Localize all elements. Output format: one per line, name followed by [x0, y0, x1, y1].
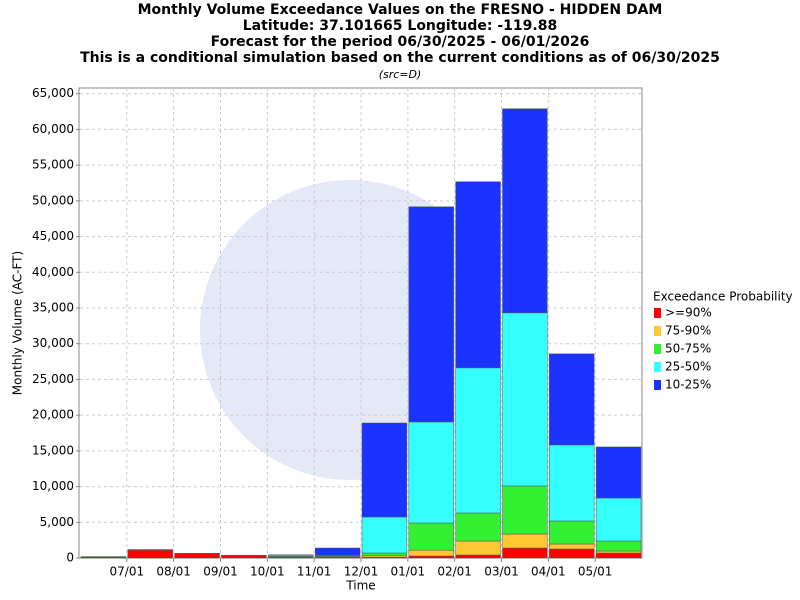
- bar-segment: [408, 206, 454, 423]
- bar-segment: [502, 312, 548, 487]
- y-tick-label: 0: [66, 551, 74, 565]
- legend-swatch: [654, 344, 661, 354]
- y-tick-label: 55,000: [32, 158, 74, 172]
- bar-segment: [455, 512, 501, 542]
- y-tick-label: 25,000: [32, 372, 74, 386]
- chart-title: Forecast for the period 06/30/2025 - 06/…: [211, 34, 590, 50]
- bar-segment: [595, 540, 642, 552]
- bar-segment: [549, 520, 595, 545]
- chart-title: Monthly Volume Exceedance Values on the …: [138, 2, 663, 18]
- x-tick-label: 05/01: [578, 565, 613, 579]
- y-tick-label: 40,000: [32, 265, 74, 279]
- bar-segment: [502, 108, 548, 314]
- bar-segment: [174, 553, 220, 559]
- bar-segment: [549, 353, 595, 446]
- legend-label: >=90%: [665, 306, 712, 320]
- x-tick-label: 02/01: [437, 565, 472, 579]
- y-tick-label: 60,000: [32, 122, 74, 136]
- bar-segment: [314, 547, 361, 556]
- x-tick-label: 07/01: [110, 565, 145, 579]
- y-axis-label: Monthly Volume (AC-FT): [11, 251, 25, 395]
- bar-segment: [549, 548, 595, 559]
- x-tick-label: 03/01: [484, 565, 519, 579]
- legend-label: 75-90%: [665, 324, 711, 338]
- bar-segment: [595, 550, 642, 554]
- bar-segment: [455, 181, 501, 369]
- x-tick-label: 12/01: [344, 565, 379, 579]
- bar-segment: [455, 540, 501, 556]
- legend-swatch: [654, 308, 661, 318]
- bar-segment: [221, 555, 267, 559]
- bar-segment: [361, 422, 408, 518]
- y-tick-label: 45,000: [32, 229, 74, 243]
- y-tick-label: 15,000: [32, 443, 74, 457]
- y-tick-label: 65,000: [32, 86, 74, 100]
- bar-segment: [408, 555, 454, 559]
- bar-segment: [549, 543, 595, 550]
- legend-title: Exceedance Probability: [653, 290, 793, 304]
- y-tick-label: 30,000: [32, 336, 74, 350]
- x-tick-label: 10/01: [250, 565, 285, 579]
- y-tick-label: 5,000: [40, 515, 74, 529]
- bar-segment: [408, 421, 454, 524]
- y-tick-label: 35,000: [32, 301, 74, 315]
- x-tick-label: 11/01: [297, 565, 332, 579]
- x-tick-label: 08/01: [156, 565, 191, 579]
- x-tick-label: 04/01: [531, 565, 566, 579]
- legend-label: 10-25%: [665, 378, 711, 392]
- bar-segment: [595, 552, 642, 559]
- legend-swatch: [654, 362, 661, 372]
- bar-segment: [361, 516, 408, 554]
- bar-segment: [408, 522, 454, 551]
- y-tick-label: 10,000: [32, 479, 74, 493]
- bar-segment: [361, 552, 408, 557]
- y-tick-label: 50,000: [32, 193, 74, 207]
- x-tick-label: 09/01: [203, 565, 238, 579]
- legend-swatch: [654, 326, 661, 336]
- bar-segment: [408, 549, 454, 557]
- bar-segment: [127, 549, 173, 559]
- bar-segment: [549, 444, 595, 522]
- bar-segment: [455, 554, 501, 559]
- bar-segment: [455, 367, 501, 514]
- bar-segment: [502, 547, 548, 559]
- bar-segment: [502, 533, 548, 549]
- legend-label: 25-50%: [665, 360, 711, 374]
- chart-title: This is a conditional simulation based o…: [80, 50, 720, 66]
- x-tick-label: 01/01: [391, 565, 426, 579]
- chart-title: Latitude: 37.101665 Longitude: -119.88: [243, 18, 557, 34]
- legend-swatch: [654, 380, 661, 390]
- bar-segment: [595, 446, 642, 499]
- x-axis-label: Time: [345, 579, 375, 593]
- bar-segment: [595, 497, 642, 542]
- legend-label: 50-75%: [665, 342, 711, 356]
- bar-segment: [502, 485, 548, 535]
- chart-subtitle: (src=D): [379, 68, 422, 81]
- y-tick-label: 20,000: [32, 408, 74, 422]
